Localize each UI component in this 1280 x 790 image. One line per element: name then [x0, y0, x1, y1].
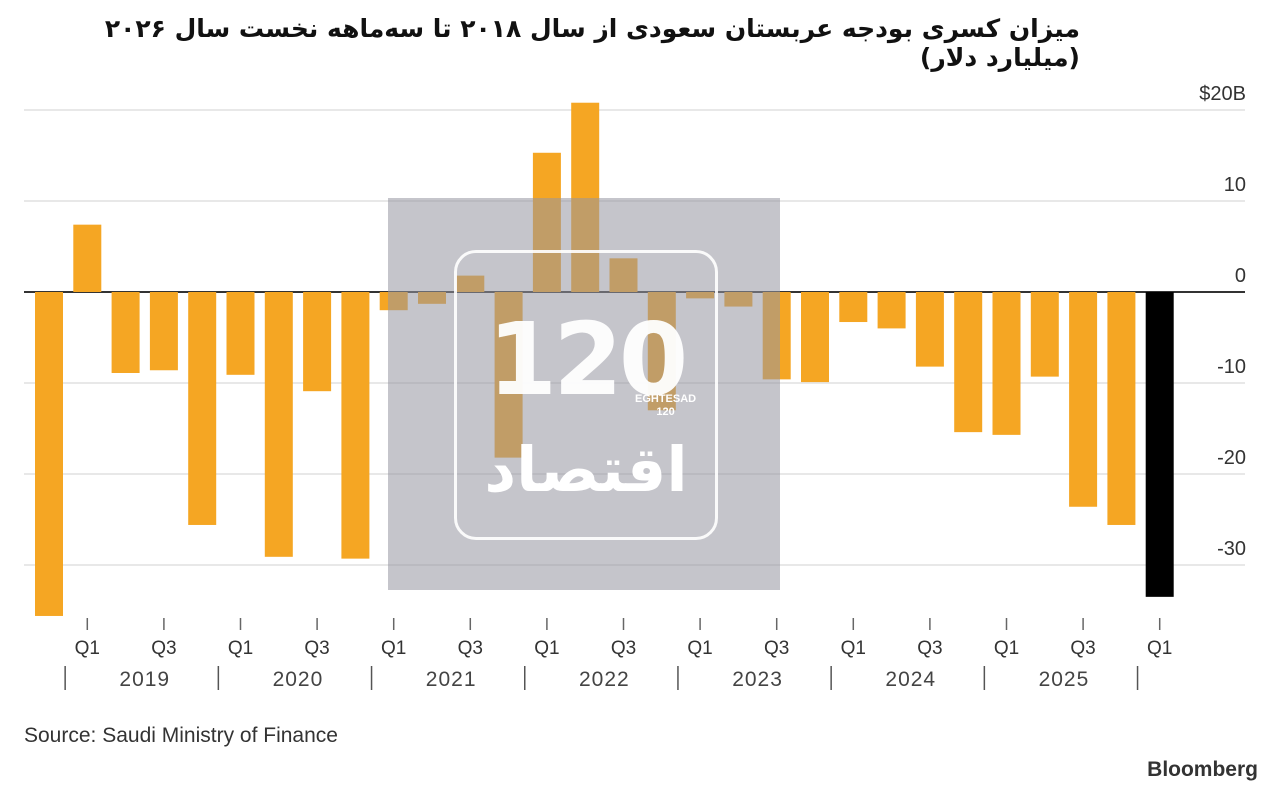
year-label: 2025 [1039, 668, 1090, 691]
x-tick-label: Q1 [228, 638, 253, 659]
bars [35, 102, 1174, 616]
x-tick-label: Q1 [381, 638, 406, 659]
y-tick-label: 0 [1235, 265, 1246, 287]
x-tick-label: Q3 [151, 638, 176, 659]
x-tick-label: Q3 [458, 638, 483, 659]
axes: $20B 10 0 -10 -20 -30 Q1 Q3 Q1 Q3 Q1 Q3 Q1 Q3 Q1 Q3 Q1 Q3… [64, 83, 1246, 691]
x-tick-label: Q1 [534, 638, 559, 659]
x-tick-label: Q3 [611, 638, 636, 659]
bar [839, 292, 868, 323]
bar-highlight [1145, 292, 1174, 597]
bar [149, 292, 178, 371]
year-label: 2019 [119, 668, 170, 691]
bar [801, 292, 829, 383]
bar [1069, 292, 1098, 507]
watermark-number: 120 [487, 301, 689, 418]
bar [341, 292, 370, 559]
x-tick-label: Q1 [841, 638, 866, 659]
chart-title: میزان کسری بودجه عربستان سعودی از سال ۲۰… [104, 14, 1080, 72]
watermark-sub1: EGHTESAD [635, 393, 697, 405]
year-label: 2024 [885, 668, 936, 691]
bloomberg-logo: Bloomberg [1147, 758, 1258, 781]
bar [877, 292, 906, 329]
year-label: 2021 [426, 668, 477, 691]
watermark-frame: 120 EGHTESAD 120 اقتصاد [454, 250, 718, 540]
x-tick-label: Q3 [764, 638, 789, 659]
watermark-subtext: EGHTESAD 120 [635, 393, 696, 419]
bar [992, 292, 1021, 435]
watermark-sub2: 120 [656, 406, 675, 418]
source-note: Source: Saudi Ministry of Finance [24, 724, 338, 747]
x-tick-label: Q1 [75, 638, 100, 659]
watermark-word: اقتصاد [484, 433, 688, 506]
x-tick-label: Q1 [687, 638, 712, 659]
y-tick-label: -20 [1217, 447, 1246, 469]
bar [35, 292, 63, 616]
x-tick-label: Q1 [994, 638, 1019, 659]
year-label: 2020 [273, 668, 324, 691]
bar [1030, 292, 1059, 377]
y-tick-label: 10 [1224, 174, 1246, 196]
x-tick-label: Q1 [1147, 638, 1172, 659]
bar [188, 292, 217, 525]
y-tick-label: $20B [1199, 83, 1246, 105]
bar [226, 292, 255, 375]
y-tick-label: -10 [1217, 356, 1246, 378]
bar [303, 292, 332, 392]
bar [1107, 292, 1136, 525]
x-tick-label: Q3 [917, 638, 942, 659]
bar [264, 292, 293, 557]
bar [954, 292, 983, 433]
bar [73, 224, 102, 292]
watermark-logo: 120 EGHTESAD 120 اقتصاد [388, 198, 780, 590]
year-label: 2022 [579, 668, 630, 691]
bar [111, 292, 140, 373]
bar [915, 292, 944, 367]
x-tick-label: Q3 [1070, 638, 1095, 659]
y-tick-label: -30 [1217, 538, 1246, 560]
year-label: 2023 [732, 668, 783, 691]
x-tick-label: Q3 [304, 638, 329, 659]
